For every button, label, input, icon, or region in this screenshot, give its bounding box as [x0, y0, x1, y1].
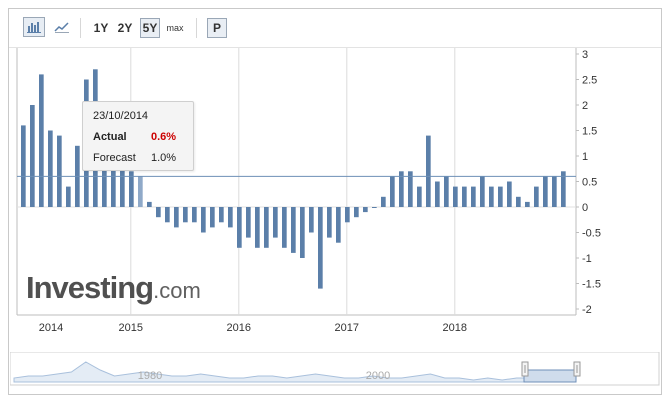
- bar: [210, 207, 215, 228]
- bar: [552, 176, 557, 207]
- bar: [111, 150, 116, 207]
- bar: [21, 125, 26, 207]
- y-tick-label: 1: [582, 151, 588, 163]
- y-tick-label: -1.5: [582, 279, 601, 291]
- bar: [525, 201, 530, 207]
- range-5y-button[interactable]: 5Y: [140, 18, 160, 38]
- bar: [39, 74, 44, 208]
- watermark-suffix: .com: [153, 278, 201, 303]
- bar: [201, 207, 206, 233]
- toolbar-separator: [80, 18, 81, 38]
- x-tick-label: 2016: [227, 322, 251, 334]
- bar: [435, 181, 440, 207]
- bar: [228, 207, 233, 228]
- bar: [354, 207, 359, 218]
- investing-watermark: Investing.com: [26, 270, 201, 306]
- bar: [516, 196, 521, 207]
- y-tick-label: 3: [582, 49, 588, 61]
- bar: [120, 156, 125, 207]
- y-tick-label: 2: [582, 100, 588, 112]
- bar: [471, 186, 476, 207]
- bar: [138, 176, 143, 207]
- range-max-button[interactable]: max: [166, 23, 184, 33]
- bar: [264, 207, 269, 248]
- bar: [291, 207, 296, 253]
- bar: [390, 176, 395, 207]
- tooltip-date: 23/10/2014: [93, 110, 149, 122]
- bar: [318, 207, 323, 289]
- x-tick-label: 2017: [335, 322, 359, 334]
- range-2y-button[interactable]: 2Y: [117, 21, 133, 35]
- bar: [480, 176, 485, 207]
- bar: [255, 207, 260, 248]
- chart-toolbar: 1Y 2Y 5Y max P: [9, 9, 661, 48]
- bar: [147, 201, 152, 207]
- bar: [309, 207, 314, 233]
- bar: [417, 186, 422, 207]
- bar: [282, 207, 287, 248]
- bar: [246, 207, 251, 238]
- bar: [363, 207, 368, 213]
- y-tick-label: -2: [582, 304, 592, 316]
- bar: [156, 207, 161, 218]
- p-button[interactable]: P: [207, 18, 227, 38]
- bar: [444, 176, 449, 207]
- tooltip-forecast-label: Forecast: [93, 152, 136, 164]
- y-tick-label: 0: [582, 202, 588, 214]
- line-chart-icon[interactable]: [51, 17, 73, 37]
- y-tick-label: 1.5: [582, 126, 597, 138]
- bar: [48, 130, 53, 207]
- y-tick-label: -0.5: [582, 228, 601, 240]
- bar: [300, 207, 305, 258]
- bar: [345, 207, 350, 223]
- bar: [489, 186, 494, 207]
- tooltip-actual-value: 0.6%: [151, 131, 177, 143]
- bar: [543, 176, 548, 207]
- tooltip-forecast-value: 1.0%: [151, 152, 177, 164]
- bar: [165, 207, 170, 223]
- tooltip-actual-label: Actual: [93, 131, 127, 143]
- y-tick-label: 2.5: [582, 75, 597, 87]
- bar: [336, 207, 341, 243]
- watermark-brand: Investing: [26, 270, 154, 305]
- bar: [561, 171, 566, 207]
- bar: [381, 196, 386, 207]
- bar: [129, 171, 134, 207]
- bar: [498, 186, 503, 207]
- range-1y-button[interactable]: 1Y: [93, 21, 109, 35]
- bar: [372, 207, 377, 208]
- bar: [174, 207, 179, 228]
- bar: [30, 105, 35, 207]
- bar: [327, 207, 332, 238]
- bar: [183, 207, 188, 223]
- bar: [453, 186, 458, 207]
- bar: [507, 181, 512, 207]
- bar: [237, 207, 242, 248]
- bar: [192, 207, 197, 223]
- bar: [273, 207, 278, 238]
- bar: [66, 186, 71, 207]
- x-tick-label: 2018: [443, 322, 467, 334]
- navigator-year-label: 1980: [138, 370, 162, 382]
- bar: [408, 171, 413, 207]
- navigator-year-label: 2000: [366, 370, 390, 382]
- bar: [462, 186, 467, 207]
- navigator-series: [13, 361, 575, 383]
- y-tick-label: -1: [582, 253, 592, 265]
- bar: [534, 186, 539, 207]
- toolbar-separator: [196, 18, 197, 38]
- bar: [219, 207, 224, 223]
- x-tick-label: 2014: [39, 322, 63, 334]
- x-tick-label: 2015: [119, 322, 143, 334]
- bar: [399, 171, 404, 207]
- navigator-selection: [523, 369, 577, 383]
- range-navigator[interactable]: 1980 2000: [10, 352, 660, 386]
- bar-chart-icon[interactable]: [23, 17, 45, 37]
- bar: [57, 135, 62, 207]
- bar: [426, 135, 431, 207]
- data-tooltip: 23/10/2014 Actual 0.6% Forecast 1.0%: [82, 101, 194, 171]
- y-tick-label: 0.5: [582, 177, 597, 189]
